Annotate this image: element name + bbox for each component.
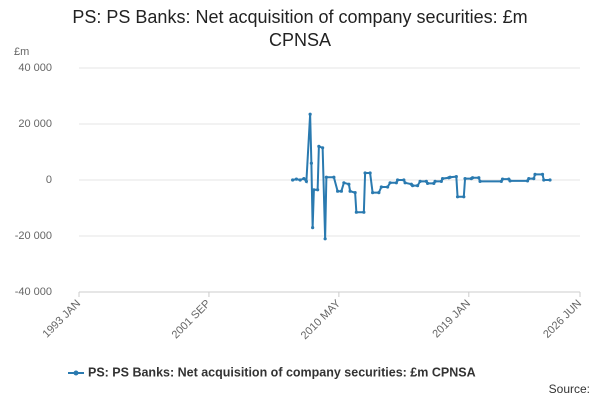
point [500,177,505,181]
point [332,175,336,179]
point [371,191,375,195]
point [368,171,372,175]
point [527,177,531,181]
point [321,146,325,150]
point [354,210,358,214]
source: Source: [549,382,590,396]
point [324,175,328,179]
point [540,172,545,176]
point [548,178,552,182]
point [388,181,392,185]
point [339,189,343,193]
point [477,176,481,180]
point [403,181,407,185]
y-tick-label: 40 000 [18,62,52,74]
point [336,189,340,193]
series-line [292,114,551,239]
point [363,171,367,175]
legend-marker [73,370,79,376]
x-tick-label: 2019 JAN [430,298,473,341]
point [418,179,422,183]
point [532,177,536,181]
point [291,178,295,182]
point [379,185,383,189]
point [415,184,420,188]
y-tick-label: 20 000 [18,118,52,130]
chart-title: PS: PS Banks: Net acquisition of company… [72,7,528,50]
x-tick-label: 2026 JUN [541,298,584,341]
point [448,175,452,179]
point [470,176,475,180]
x-tick-label: 2001 SEP [170,298,214,342]
point [542,178,546,182]
point [425,181,430,185]
point [308,112,312,116]
x-tick-label: 1993 JAN [41,298,84,341]
point [294,177,298,181]
point [312,188,316,192]
point [302,177,306,181]
point [533,172,537,176]
point [323,237,327,241]
point [478,179,482,183]
point [395,178,400,182]
point [304,179,308,183]
point [439,179,443,183]
point [317,144,321,148]
y-axis-label: £m [14,46,29,58]
y-tick-label: -20 000 [15,230,52,242]
point [440,177,445,181]
point [298,178,302,182]
point [394,181,398,185]
point [311,226,315,230]
point [454,175,458,179]
point [309,161,313,165]
point [508,179,512,183]
point [462,195,466,199]
point [348,189,352,193]
point [342,181,346,185]
point [402,178,406,182]
point [362,210,366,214]
point [433,179,437,183]
point [410,184,415,188]
point [316,188,320,192]
y-tick-label: -40 000 [15,286,52,298]
x-tick-label: 2010 MAY [299,297,344,342]
legend-label: PS: PS Banks: Net acquisition of company… [88,365,476,379]
point [347,182,351,186]
point [353,191,357,195]
y-tick-label: 0 [46,174,52,186]
point [463,177,467,181]
point [385,185,390,189]
point [455,195,460,199]
point [377,191,381,195]
